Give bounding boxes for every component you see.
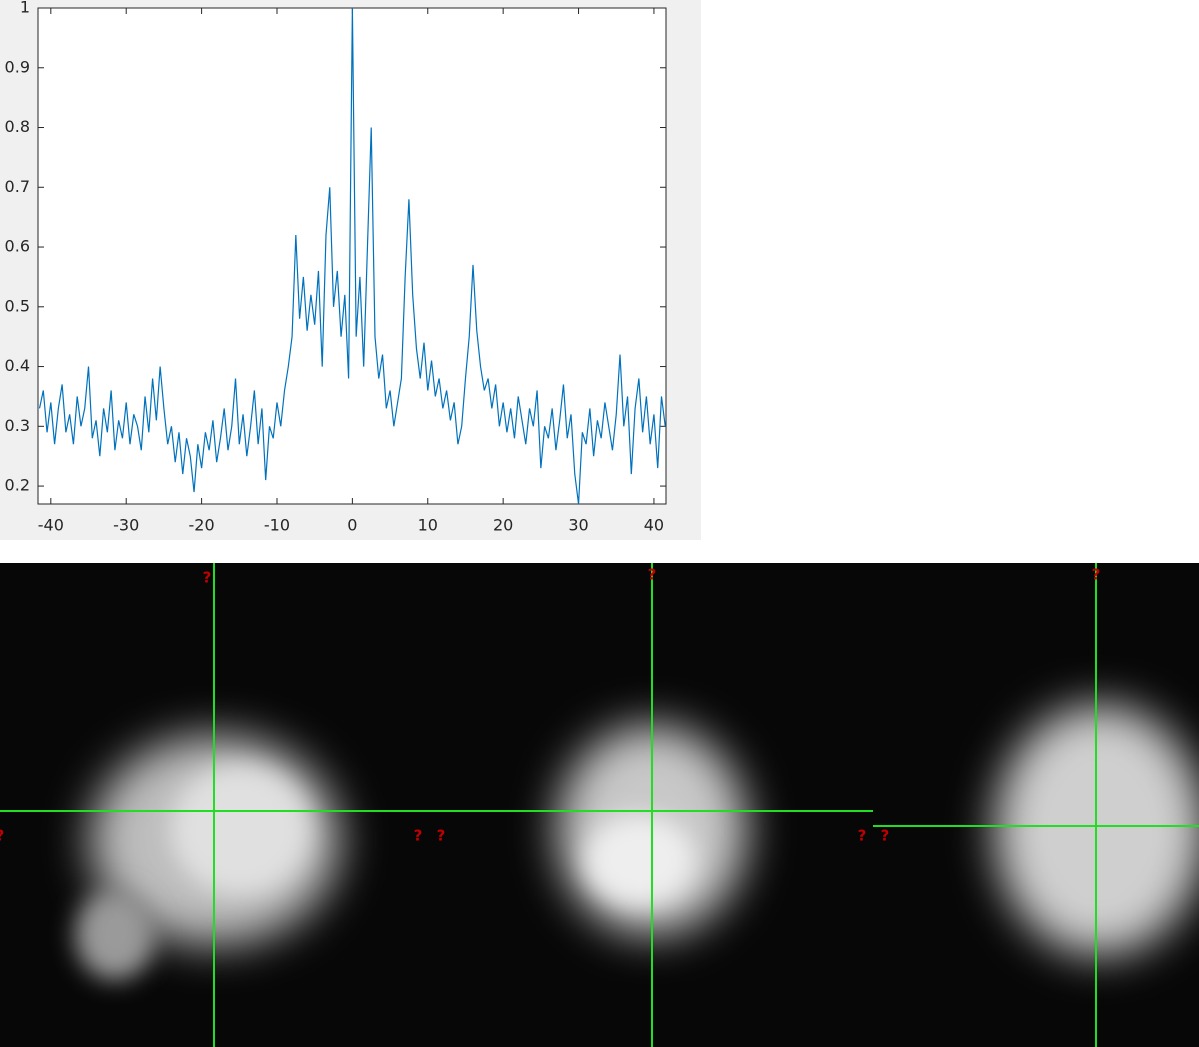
- x-tick-label: -30: [113, 516, 139, 535]
- x-tick-label: 40: [644, 516, 664, 535]
- blob: [90, 735, 340, 945]
- y-tick-label: 0.3: [5, 416, 30, 435]
- blob: [995, 705, 1199, 955]
- marker: ?: [858, 827, 867, 845]
- x-tick-label: -40: [38, 516, 64, 535]
- x-tick-label: 20: [493, 516, 513, 535]
- data-line: [38, 7, 666, 505]
- image-panel-2: [557, 725, 747, 935]
- y-tick-label: 0.8: [5, 117, 30, 136]
- blob: [557, 725, 747, 935]
- marker: ?: [414, 827, 423, 845]
- x-tick-label: 0: [347, 516, 357, 535]
- y-tick-label: 1: [20, 0, 30, 17]
- y-tick-label: 0.7: [5, 177, 30, 196]
- marker: ?: [437, 827, 446, 845]
- y-tick-label: 0.9: [5, 57, 30, 76]
- marker: ?: [648, 566, 657, 584]
- y-tick-label: 0.2: [5, 476, 30, 495]
- crosshairs: [0, 563, 1199, 1047]
- y-tick-label: 0.4: [5, 356, 30, 375]
- y-tick-label: 0.6: [5, 237, 30, 256]
- marker: ?: [1092, 566, 1101, 584]
- image-panel-1: [75, 735, 340, 980]
- y-tick-label: 0.5: [5, 296, 30, 315]
- marker: ?: [881, 827, 890, 845]
- marker: ?: [0, 827, 4, 845]
- marker: ?: [203, 569, 212, 587]
- blob-core: [170, 765, 310, 895]
- blob-core: [585, 815, 695, 905]
- x-tick-label: 10: [418, 516, 438, 535]
- x-tick-label: -20: [189, 516, 215, 535]
- plot-panel: 0.2 0.3 0.4 0.5 0.6 0.7 0.8 0.9 1 -40 -30 -20 -10 0 10…: [0, 0, 701, 540]
- x-tick-label: -10: [264, 516, 290, 535]
- image-background: [0, 563, 1199, 1047]
- image-panel-3: [995, 705, 1199, 955]
- x-tick-label: 30: [568, 516, 588, 535]
- blob-lobe: [75, 890, 155, 980]
